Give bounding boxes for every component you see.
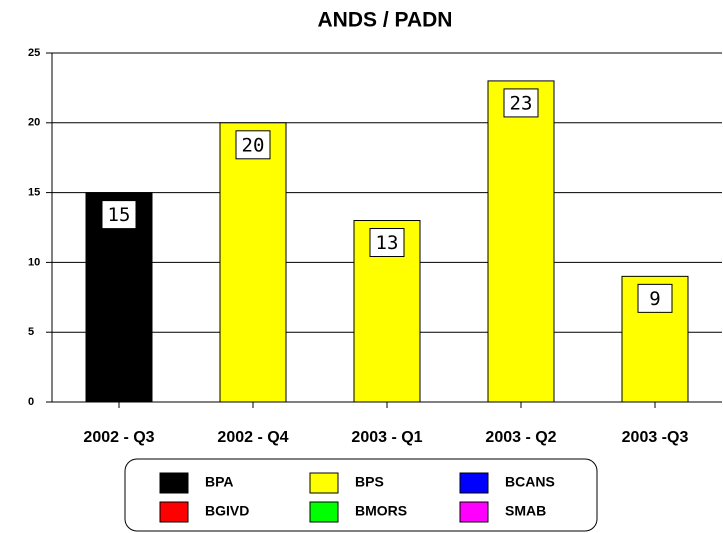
y-tick-label: 10	[28, 256, 40, 268]
legend-swatch	[159, 472, 189, 494]
y-tick-label: 5	[28, 326, 34, 338]
chart-title: ANDS / PADN	[318, 9, 453, 32]
y-tick-label: 0	[28, 396, 34, 408]
value-label: 15	[108, 204, 131, 226]
legend-swatch	[459, 472, 489, 494]
legend-label: SMAB	[505, 503, 546, 519]
value-label-box	[637, 283, 673, 313]
value-label: 9	[649, 288, 660, 310]
legend-swatch	[159, 501, 189, 523]
value-label: 20	[242, 134, 265, 156]
y-tick-label: 15	[28, 187, 40, 199]
x-tick-label: 2003 - Q2	[485, 429, 556, 446]
y-tick-label: 20	[28, 117, 40, 129]
legend-label: BGIVD	[205, 503, 249, 519]
legend-swatch	[309, 472, 339, 494]
value-label-box	[369, 228, 405, 258]
legend-swatch	[459, 501, 489, 523]
value-label-box	[101, 200, 137, 230]
legend-label: BMORS	[355, 503, 407, 519]
value-label-box	[235, 130, 271, 160]
bar	[219, 122, 287, 403]
legend-label: BPS	[355, 474, 384, 490]
legend-swatch	[309, 501, 339, 523]
value-label: 23	[510, 92, 533, 114]
x-tick-label: 2003 - Q1	[351, 429, 422, 446]
value-label-box	[503, 88, 539, 118]
y-tick-label: 25	[28, 47, 40, 59]
x-tick-label: 2002 - Q3	[83, 429, 154, 446]
value-label: 13	[376, 232, 399, 254]
x-tick-label: 2003 -Q3	[622, 429, 689, 446]
bar	[487, 80, 555, 403]
legend-label: BCANS	[505, 474, 555, 490]
legend-label: BPA	[205, 474, 234, 490]
legend-box	[124, 458, 598, 532]
x-tick-label: 2002 - Q4	[217, 429, 288, 446]
